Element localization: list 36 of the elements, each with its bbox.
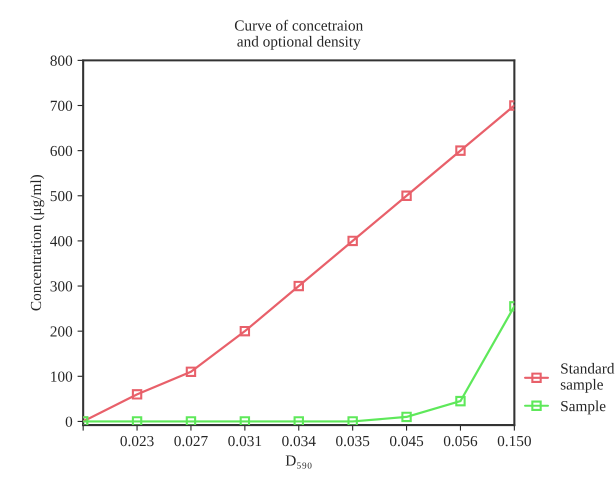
- y-tick-label: 400: [50, 236, 72, 246]
- point: [401, 412, 412, 422]
- point: [294, 280, 304, 292]
- x-axis-title: D₅₉₀: [286, 455, 312, 469]
- x-tick-label: 0.035: [336, 436, 370, 446]
- point: [240, 416, 250, 426]
- x-tick-label: 0.031: [228, 436, 262, 446]
- point: [347, 236, 358, 246]
- legend-label: Standard sample: [560, 362, 614, 393]
- point: [186, 366, 196, 377]
- chart-title: Curve of concetraion and optional density: [234, 20, 364, 50]
- point: [186, 416, 196, 426]
- point: [401, 190, 412, 201]
- point: [132, 389, 142, 400]
- y-tick-label: 700: [50, 100, 72, 111]
- x-tick-label: 0.027: [174, 436, 208, 446]
- y-tick-label: 600: [50, 146, 72, 156]
- y-tick-label: 100: [51, 371, 72, 382]
- point: [132, 416, 142, 426]
- x-tick-label: 0.023: [120, 436, 154, 446]
- legend-label: Sample: [561, 400, 606, 414]
- y-tick-label: 200: [50, 326, 72, 337]
- y-tick-label: 500: [50, 190, 72, 202]
- y-tick-label: 0: [66, 416, 72, 427]
- x-tick-label: 0.045: [390, 436, 424, 446]
- point: [347, 416, 358, 426]
- y-axis-title: Concentration (μg/ml): [30, 175, 44, 310]
- x-tick-label: 0.056: [444, 436, 478, 446]
- point: [455, 396, 466, 406]
- y-tick-label: 300: [50, 281, 72, 292]
- y-tick-label: 800: [50, 56, 72, 66]
- point: [240, 326, 250, 336]
- point: [294, 416, 304, 426]
- point: [455, 145, 466, 156]
- x-tick-label: 0.034: [282, 436, 316, 446]
- x-tick-label: 0.150: [498, 436, 531, 446]
